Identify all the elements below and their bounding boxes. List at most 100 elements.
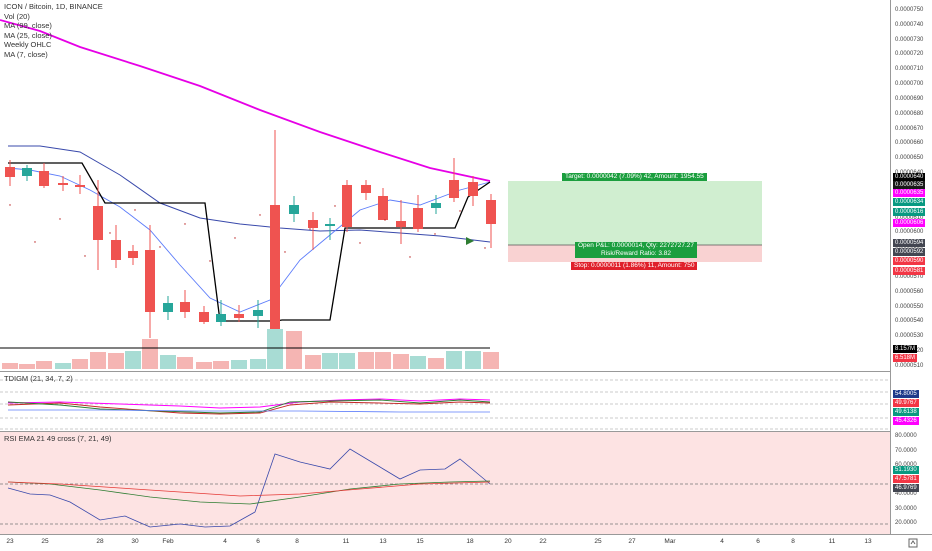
volume-bar — [410, 356, 426, 369]
volume-bar — [36, 361, 52, 369]
time-tick-label: 27 — [628, 538, 636, 545]
time-tick-label: 23 — [6, 538, 14, 545]
time-tick-label: 13 — [379, 538, 387, 545]
candle-body — [180, 302, 190, 312]
tdi-title[interactable]: TDIGM (21, 34, 7, 2) — [4, 374, 73, 383]
time-tick-label: 6 — [756, 538, 760, 545]
tdi-badge: 54.8005 — [893, 390, 919, 398]
volume-bar — [428, 358, 444, 369]
price-badge: 0.0000594 — [893, 239, 926, 247]
legend-weekly-ohlc[interactable]: Weekly OHLC — [4, 40, 52, 49]
price-tick-label: 0.0000550 — [895, 303, 924, 310]
tdi-market-line — [7, 399, 491, 414]
price-badge: 0.0000581 — [893, 267, 926, 275]
rsi-chart[interactable] — [0, 432, 890, 535]
time-tick-label: 15 — [416, 538, 424, 545]
rsi-ema21-line — [7, 480, 491, 505]
candle-body — [486, 200, 496, 224]
candle-body — [234, 314, 244, 318]
volume-bar — [19, 364, 35, 369]
trade-open-label[interactable]: Open P&L: 0.0000014, Qty: 2272727.27 Ris… — [575, 242, 698, 258]
trade-profit-zone — [508, 181, 762, 245]
candle-body — [289, 205, 299, 214]
legend-volume[interactable]: Vol (20) — [4, 11, 30, 21]
volume-bar — [2, 363, 18, 369]
time-tick-label: 25 — [41, 538, 49, 545]
time-tick-label: 25 — [594, 538, 602, 545]
tdi-indicator-pane[interactable]: TDIGM (21, 34, 7, 2) — [0, 371, 890, 431]
time-tick-label: 8 — [791, 538, 795, 545]
volume-bar — [160, 355, 176, 369]
legend-ma7[interactable]: MA (7, close) — [4, 49, 48, 59]
time-tick-label: 11 — [342, 538, 350, 545]
volume-bar — [72, 359, 88, 369]
ma200-line — [0, 19, 491, 182]
main-chart-pane[interactable]: ICON / Bitcoin, 1D, BINANCE Vol (20) MA … — [0, 0, 890, 370]
volume-bar — [339, 353, 355, 369]
candle-body — [308, 220, 318, 228]
price-tick-label: 0.0000560 — [895, 288, 924, 295]
price-tick-label: 0.0000740 — [895, 21, 924, 28]
time-tick-label: 11 — [828, 538, 836, 545]
marker-dot — [84, 255, 86, 257]
volume-bar — [125, 351, 141, 369]
tdi-price-line — [7, 398, 491, 409]
legend-ma25[interactable]: MA (25, close) — [4, 30, 52, 40]
tdi-badge: 45.4326 — [893, 417, 919, 425]
price-tick-label: 0.0000650 — [895, 155, 924, 162]
marker-dot — [59, 218, 61, 220]
trade-stop-label[interactable]: Stop: 0.0000011 (1.86%) 11, Amount: 750 — [571, 262, 698, 270]
price-chart[interactable] — [0, 0, 890, 370]
trade-target-label[interactable]: Target: 0.0000042 (7.09%) 42, Amount: 19… — [562, 173, 707, 181]
marker-dot — [384, 219, 386, 221]
legend-ma99[interactable]: MA (99, close) — [4, 21, 52, 30]
candle-body — [5, 167, 15, 177]
legend-symbol[interactable]: ICON / Bitcoin, 1D, BINANCE — [4, 2, 103, 11]
volume-bar — [177, 357, 193, 369]
trade-open-line2: Risk/Reward Ratio: 3.82 — [600, 250, 672, 257]
chart-legend: ICON / Bitcoin, 1D, BINANCE Vol (20) MA … — [4, 2, 103, 59]
candle-body — [253, 310, 263, 316]
price-tick-label: 0.0000570 — [895, 273, 924, 280]
marker-dot — [284, 251, 286, 253]
price-tick-label: 0.0000600 — [895, 229, 924, 236]
marker-dot — [459, 210, 461, 212]
price-tick-label: 0.0000590 — [895, 244, 923, 250]
rsi-indicator-pane[interactable]: RSI EMA 21 49 cross (7, 21, 49) — [0, 431, 890, 535]
price-tick-label: 0.0000730 — [895, 36, 924, 43]
candle-body — [93, 206, 103, 240]
rsi-tick-label: 40.0000 — [895, 491, 917, 497]
candle-body — [325, 224, 335, 226]
rsi-badge: 46.9769 — [893, 484, 919, 492]
marker-dot — [334, 205, 336, 207]
rsi-title[interactable]: RSI EMA 21 49 cross (7, 21, 49) — [4, 434, 112, 443]
rsi-badge: 47.5781 — [893, 475, 919, 483]
rsi-tick-label: 80.0000 — [895, 433, 917, 439]
time-tick-label: 8 — [295, 538, 299, 545]
price-badge: 8.157M — [893, 345, 918, 353]
price-badge: 0.0000616 — [893, 208, 926, 216]
tdi-chart[interactable] — [0, 372, 890, 431]
marker-dot — [184, 223, 186, 225]
volume-bar — [213, 361, 229, 369]
chart-settings-icon[interactable] — [906, 536, 920, 550]
volume-bar — [142, 339, 158, 369]
candle-body — [468, 182, 478, 196]
candle-body — [378, 196, 388, 220]
rsi-tick-label: 60.0000 — [895, 462, 917, 468]
price-tick-label: 0.0000690 — [895, 95, 924, 102]
tdi-badge: 49.9767 — [893, 399, 919, 407]
volume-bar — [267, 329, 283, 369]
price-axis[interactable]: 0.0000750 0.0000740 0.0000730 0.0000720 0.00… — [890, 0, 932, 534]
rsi-ema49-line — [7, 481, 491, 497]
volume-bar — [196, 362, 212, 369]
volume-bar — [446, 351, 462, 369]
tdi-signal-line — [7, 401, 491, 415]
volume-bar — [55, 363, 71, 369]
trade-open-line1: Open P&L: 0.0000014, Qty: 2272727.27 — [578, 242, 695, 249]
time-tick-label: Feb — [162, 538, 174, 545]
price-tick-label: 0.0000530 — [895, 333, 924, 340]
time-tick-label: 4 — [720, 538, 724, 545]
marker-dot — [359, 242, 361, 244]
time-axis[interactable]: 23 25 28 30 Feb 4 6 8 11 13 15 18 20 22 25 27 Mar 4 6 8 11 13 — [0, 534, 932, 551]
